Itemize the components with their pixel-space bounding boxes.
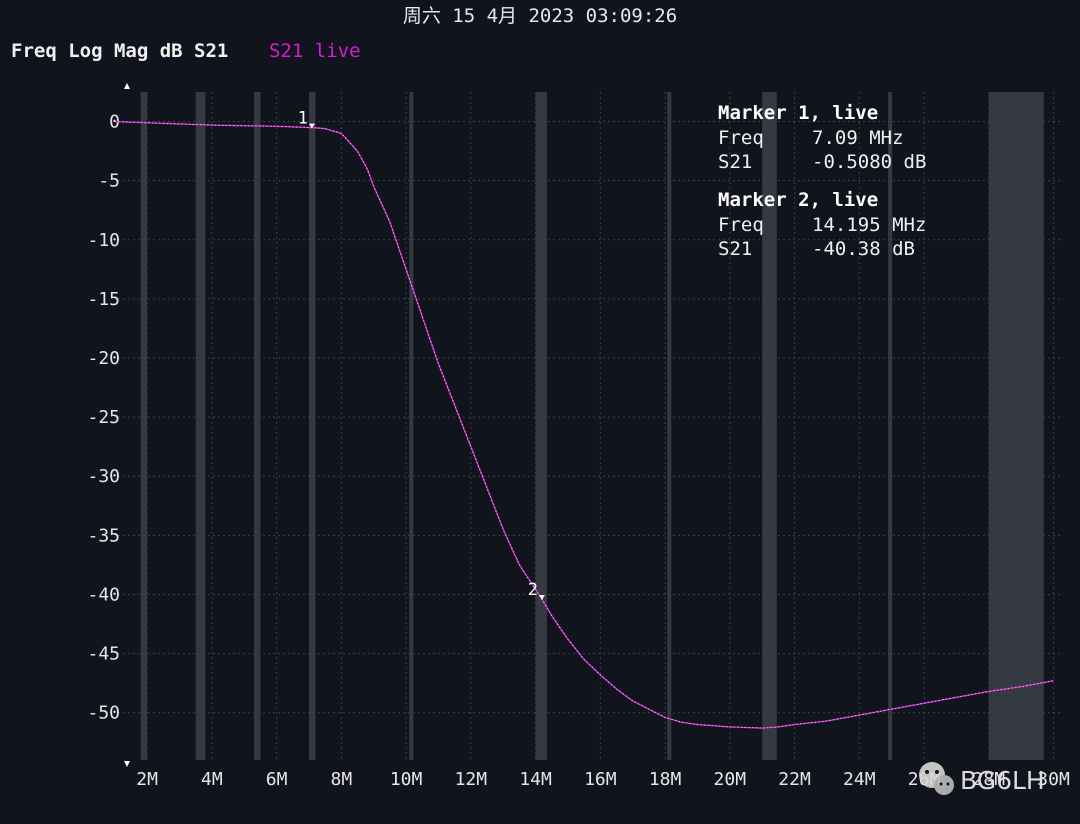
x-tick-label: 8M	[331, 769, 353, 790]
s21-dots	[114, 121, 1054, 729]
x-tick-label: 2M	[136, 769, 158, 790]
y-tick-label: -40	[87, 584, 120, 605]
trace-label: S21 live	[269, 40, 361, 62]
marker-2-param-value: -40.38 dB	[812, 238, 915, 260]
x-tick-label: 18M	[649, 769, 682, 790]
marker-1-param-label: S21	[718, 151, 752, 173]
wechat-icon	[919, 762, 954, 795]
grid-lines	[118, 92, 1060, 760]
y-tick-label: -25	[87, 407, 120, 428]
marker-2-freq-value: 14.195 MHz	[812, 214, 926, 236]
watermark: BG6LH	[919, 762, 1045, 795]
y-axis-tick-labels: 0 -5 -10 -15 -20 -25 -30 -35 -40 -45 -50	[87, 112, 120, 724]
y-tick-label: -35	[87, 525, 120, 546]
y-tick-label: -15	[87, 289, 120, 310]
band-highlights	[140, 92, 1044, 760]
band-0	[140, 92, 148, 760]
x-tick-label: 22M	[778, 769, 811, 790]
marker-2-param-label: S21	[718, 238, 752, 260]
x-tick-label: 20M	[714, 769, 747, 790]
watermark-text: BG6LH	[960, 766, 1045, 795]
marker-1-number: 1	[298, 109, 308, 129]
marker-1-freq-value: 7.09 MHz	[812, 127, 904, 149]
marker-2-number: 2	[528, 580, 538, 600]
x-tick-label: 16M	[584, 769, 617, 790]
x-tick-label: 24M	[843, 769, 876, 790]
x-tick-label: 30M	[1037, 769, 1070, 790]
y-tick-label: -10	[87, 230, 120, 251]
marker-readout-panel: Marker 1, live Freq 7.09 MHz S21 -0.5080…	[718, 102, 926, 260]
marker-points: 12	[298, 109, 545, 600]
x-tick-label: 28M	[973, 769, 1006, 790]
y-axis-bottom-arrow-icon	[124, 761, 130, 767]
band-9	[988, 92, 1044, 760]
timestamp: 周六 15 4月 2023 03:09:26	[403, 5, 677, 27]
marker-1-icon	[308, 123, 315, 129]
y-tick-label: -20	[87, 348, 120, 369]
band-2	[253, 92, 261, 760]
x-tick-label: 6M	[266, 769, 288, 790]
marker-1-title: Marker 1, live	[718, 102, 878, 124]
format-label: Freq Log Mag dB S21	[11, 40, 228, 62]
band-8	[888, 92, 893, 760]
s21-trace	[114, 120, 1054, 729]
marker-2-icon	[538, 594, 545, 600]
x-tick-label: 14M	[519, 769, 552, 790]
marker-2-title: Marker 2, live	[718, 189, 878, 211]
marker-1-freq-label: Freq	[718, 127, 764, 149]
band-4	[409, 92, 414, 760]
band-6	[667, 92, 672, 760]
band-3	[308, 92, 316, 760]
band-5	[535, 92, 547, 760]
y-tick-label: 0	[109, 112, 120, 133]
y-tick-label: -30	[87, 466, 120, 487]
y-tick-label: -50	[87, 703, 120, 724]
y-tick-label: -5	[98, 171, 120, 192]
marker-2-freq-label: Freq	[718, 214, 764, 236]
x-tick-label: 4M	[201, 769, 223, 790]
band-7	[762, 92, 777, 760]
y-tick-label: -45	[87, 644, 120, 665]
x-tick-label: 12M	[455, 769, 488, 790]
y-axis-top-arrow-icon	[124, 83, 130, 89]
x-tick-label: 10M	[390, 769, 423, 790]
band-1	[195, 92, 206, 760]
x-axis-tick-labels: 2M4M6M8M10M12M14M16M18M20M22M24M26M28M30…	[136, 769, 1070, 790]
marker-1-param-value: -0.5080 dB	[812, 151, 926, 173]
